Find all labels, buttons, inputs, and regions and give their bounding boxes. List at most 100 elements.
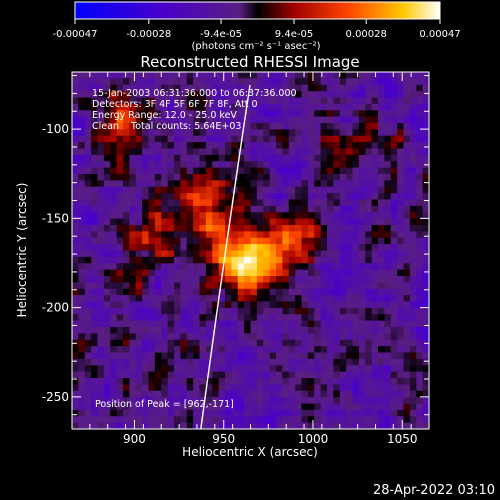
heatmap-cell [409,250,417,258]
heatmap-cell [212,167,220,175]
heatmap-cell [135,167,143,175]
heatmap-cell [110,186,118,194]
heatmap-cell [339,320,347,328]
heatmap-cell [237,371,245,379]
heatmap-cell [212,282,220,290]
heatmap-cell [84,244,92,252]
heatmap-cell [403,116,411,124]
heatmap-cell [72,237,79,245]
heatmap-cell [295,263,303,271]
heatmap-cell [199,205,207,213]
heatmap-cell [225,378,232,385]
heatmap-cell [205,250,213,258]
heatmap-cell [409,339,417,347]
heatmap-cell [288,333,296,341]
heatmap-cell [97,352,105,360]
heatmap-cell [193,263,201,271]
heatmap-cell [384,269,392,277]
heatmap-cell [295,110,303,118]
heatmap-cell [339,237,347,245]
heatmap-cell [378,301,385,309]
heatmap-cell [205,390,213,398]
heatmap-cell [78,225,86,232]
heatmap-cell [416,314,424,322]
heatmap-cell [72,352,79,360]
heatmap-cell [295,378,303,385]
heatmap-cell [282,186,290,194]
heatmap-cell [397,193,405,201]
heatmap-cell [218,352,226,360]
heatmap-cell [276,167,283,175]
heatmap-cell [84,276,92,283]
heatmap-cell [103,250,111,258]
heatmap-cell [78,84,86,92]
heatmap-cell [276,416,283,424]
heatmap-cell [244,282,252,290]
heatmap-cell [276,250,283,258]
heatmap-cell [409,161,417,169]
heatmap-cell [84,416,92,424]
heatmap-cell [161,237,169,245]
heatmap-cell [193,409,201,417]
heatmap-cell [263,142,271,150]
heatmap-cell [72,225,79,232]
heatmap-cell [193,371,201,379]
heatmap-cell [346,371,354,379]
heatmap-cell [295,301,303,309]
heatmap-cell [225,110,232,118]
heatmap-cell [116,103,124,111]
heatmap-cell [72,314,79,322]
heatmap-cell [390,409,398,417]
heatmap-cell [250,397,258,405]
heatmap-cell [352,403,360,411]
heatmap-cell [225,263,232,271]
heatmap-cell [174,148,181,156]
heatmap-cell [174,352,181,360]
heatmap-cell [276,295,283,303]
heatmap-cell [307,409,315,417]
heatmap-cell [161,123,169,130]
heatmap-cell [180,365,188,373]
heatmap-cell [358,186,366,194]
heatmap-cell [416,346,424,354]
heatmap-cell [97,378,105,385]
heatmap-cell [72,416,79,424]
heatmap-cell [256,320,264,328]
heatmap-cell [154,422,162,429]
heatmap-cell [403,135,411,143]
heatmap-cell [237,180,245,188]
heatmap-cell [250,403,258,411]
heatmap-cell [282,103,290,111]
heatmap-cell [333,161,341,169]
heatmap-cell [78,403,86,411]
heatmap-cell [352,167,360,175]
heatmap-cell [167,352,175,360]
heatmap-cell [288,129,296,137]
heatmap-cell [333,174,341,181]
heatmap-cell [237,320,245,328]
heatmap-cell [167,244,175,252]
heatmap-cell [371,269,379,277]
heatmap-cell [78,218,86,226]
heatmap-cell [358,148,366,156]
heatmap-cell [212,237,220,245]
heatmap-cell [186,288,194,296]
heatmap-cell [295,237,303,245]
heatmap-cell [384,199,392,207]
heatmap-cell [84,84,92,92]
heatmap-cell [256,167,264,175]
heatmap-cell [135,339,143,347]
heatmap-cell [91,339,99,347]
heatmap-cell [174,346,181,354]
heatmap-cell [320,161,328,169]
heatmap-cell [390,135,398,143]
heatmap-cell [358,307,366,315]
heatmap-cell [148,263,156,271]
heatmap-cell [123,123,130,130]
heatmap-cell [333,135,341,143]
heatmap-cell [314,256,322,264]
heatmap-cell [409,416,417,424]
heatmap-cell [123,365,130,373]
heatmap-cell [256,72,264,79]
heatmap-cell [314,327,322,334]
